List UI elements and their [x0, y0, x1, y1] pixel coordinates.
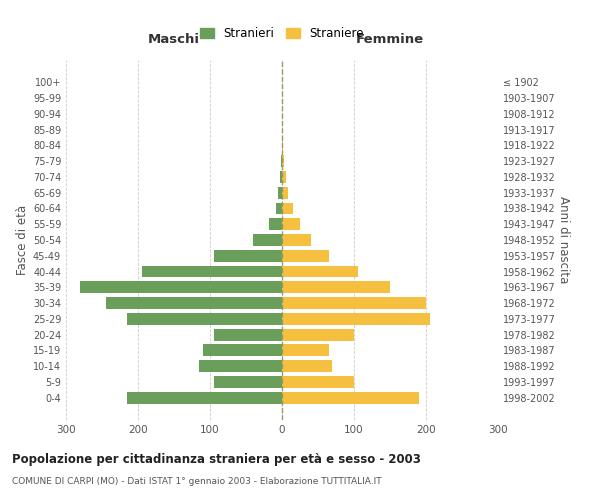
Bar: [253, 234, 282, 246]
Bar: [199, 360, 282, 372]
Bar: [278, 187, 282, 198]
Y-axis label: Anni di nascita: Anni di nascita: [557, 196, 569, 284]
Bar: [282, 155, 284, 167]
Bar: [282, 297, 426, 309]
Bar: [276, 202, 282, 214]
Text: COMUNE DI CARPI (MO) - Dati ISTAT 1° gennaio 2003 - Elaborazione TUTTITALIA.IT: COMUNE DI CARPI (MO) - Dati ISTAT 1° gen…: [12, 478, 382, 486]
Bar: [282, 313, 430, 325]
Bar: [203, 344, 282, 356]
Bar: [106, 297, 282, 309]
Bar: [282, 140, 283, 151]
Bar: [214, 250, 282, 262]
Bar: [214, 328, 282, 340]
Bar: [282, 202, 293, 214]
Bar: [142, 266, 282, 278]
Bar: [282, 376, 354, 388]
Bar: [282, 234, 311, 246]
Bar: [282, 250, 329, 262]
Bar: [127, 313, 282, 325]
Bar: [282, 360, 332, 372]
Bar: [80, 282, 282, 293]
Bar: [282, 187, 288, 198]
Y-axis label: Fasce di età: Fasce di età: [16, 205, 29, 275]
Text: Popolazione per cittadinanza straniera per età e sesso - 2003: Popolazione per cittadinanza straniera p…: [12, 452, 421, 466]
Bar: [282, 171, 286, 183]
Bar: [282, 392, 419, 404]
Legend: Stranieri, Straniere: Stranieri, Straniere: [195, 22, 369, 45]
Bar: [281, 155, 282, 167]
Bar: [282, 344, 329, 356]
Bar: [282, 266, 358, 278]
Bar: [214, 376, 282, 388]
Text: Maschi: Maschi: [148, 32, 200, 46]
Text: Femmine: Femmine: [356, 32, 424, 46]
Bar: [269, 218, 282, 230]
Bar: [127, 392, 282, 404]
Bar: [282, 282, 390, 293]
Bar: [280, 171, 282, 183]
Bar: [282, 218, 300, 230]
Bar: [282, 328, 354, 340]
